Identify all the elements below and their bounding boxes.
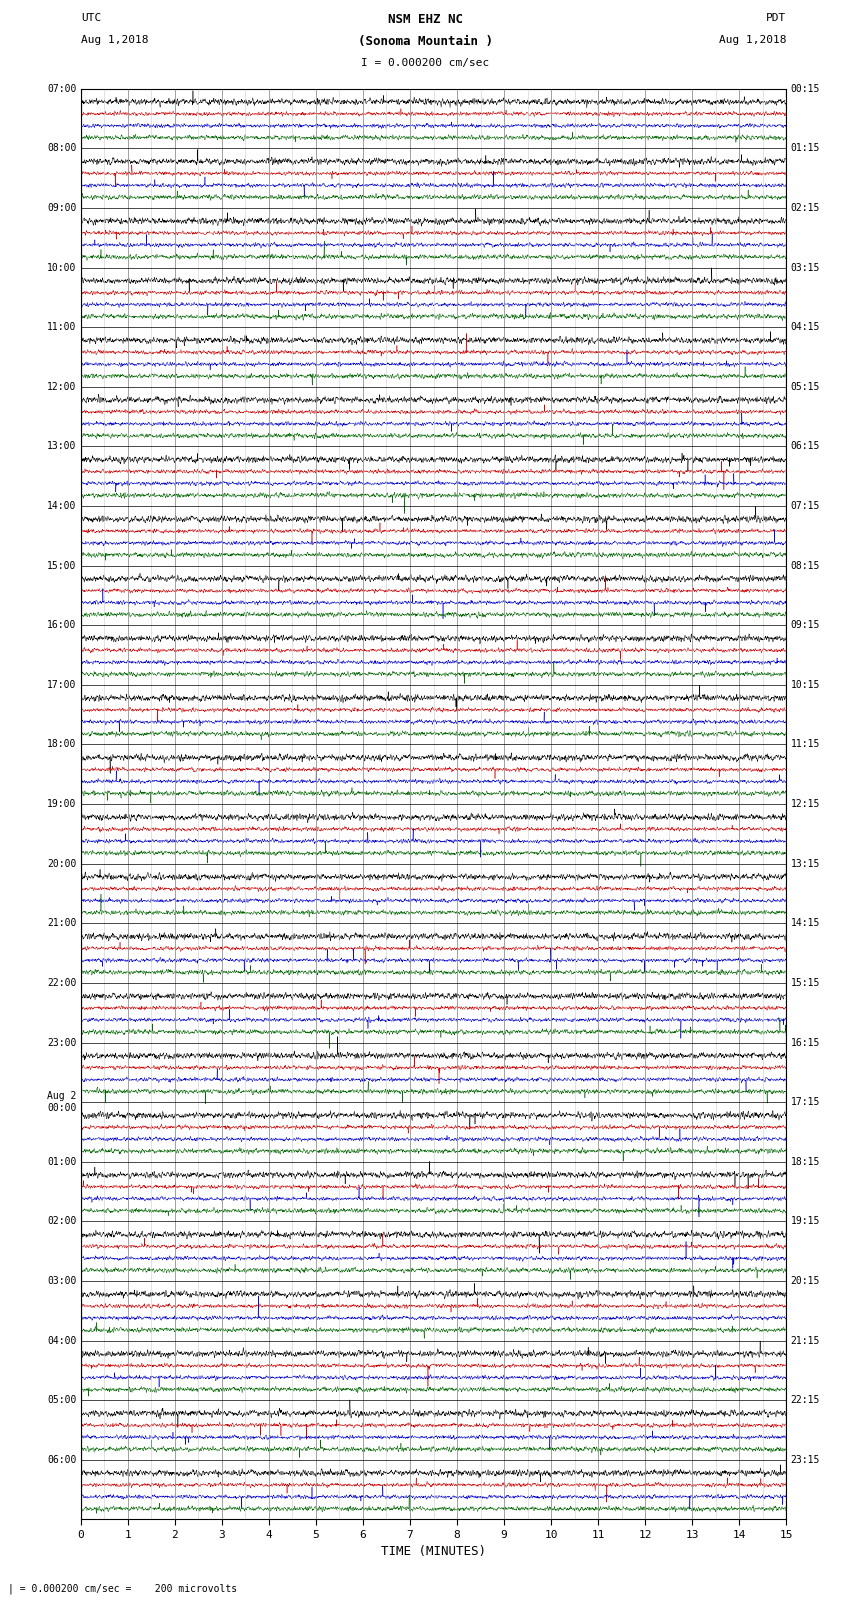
Text: | = 0.000200 cm/sec =    200 microvolts: | = 0.000200 cm/sec = 200 microvolts xyxy=(8,1582,238,1594)
Text: PDT: PDT xyxy=(766,13,786,23)
X-axis label: TIME (MINUTES): TIME (MINUTES) xyxy=(381,1545,486,1558)
Text: NSM EHZ NC: NSM EHZ NC xyxy=(388,13,462,26)
Text: UTC: UTC xyxy=(81,13,101,23)
Text: I = 0.000200 cm/sec: I = 0.000200 cm/sec xyxy=(361,58,489,68)
Text: (Sonoma Mountain ): (Sonoma Mountain ) xyxy=(358,35,492,48)
Text: Aug 1,2018: Aug 1,2018 xyxy=(719,35,786,45)
Text: Aug 1,2018: Aug 1,2018 xyxy=(81,35,148,45)
